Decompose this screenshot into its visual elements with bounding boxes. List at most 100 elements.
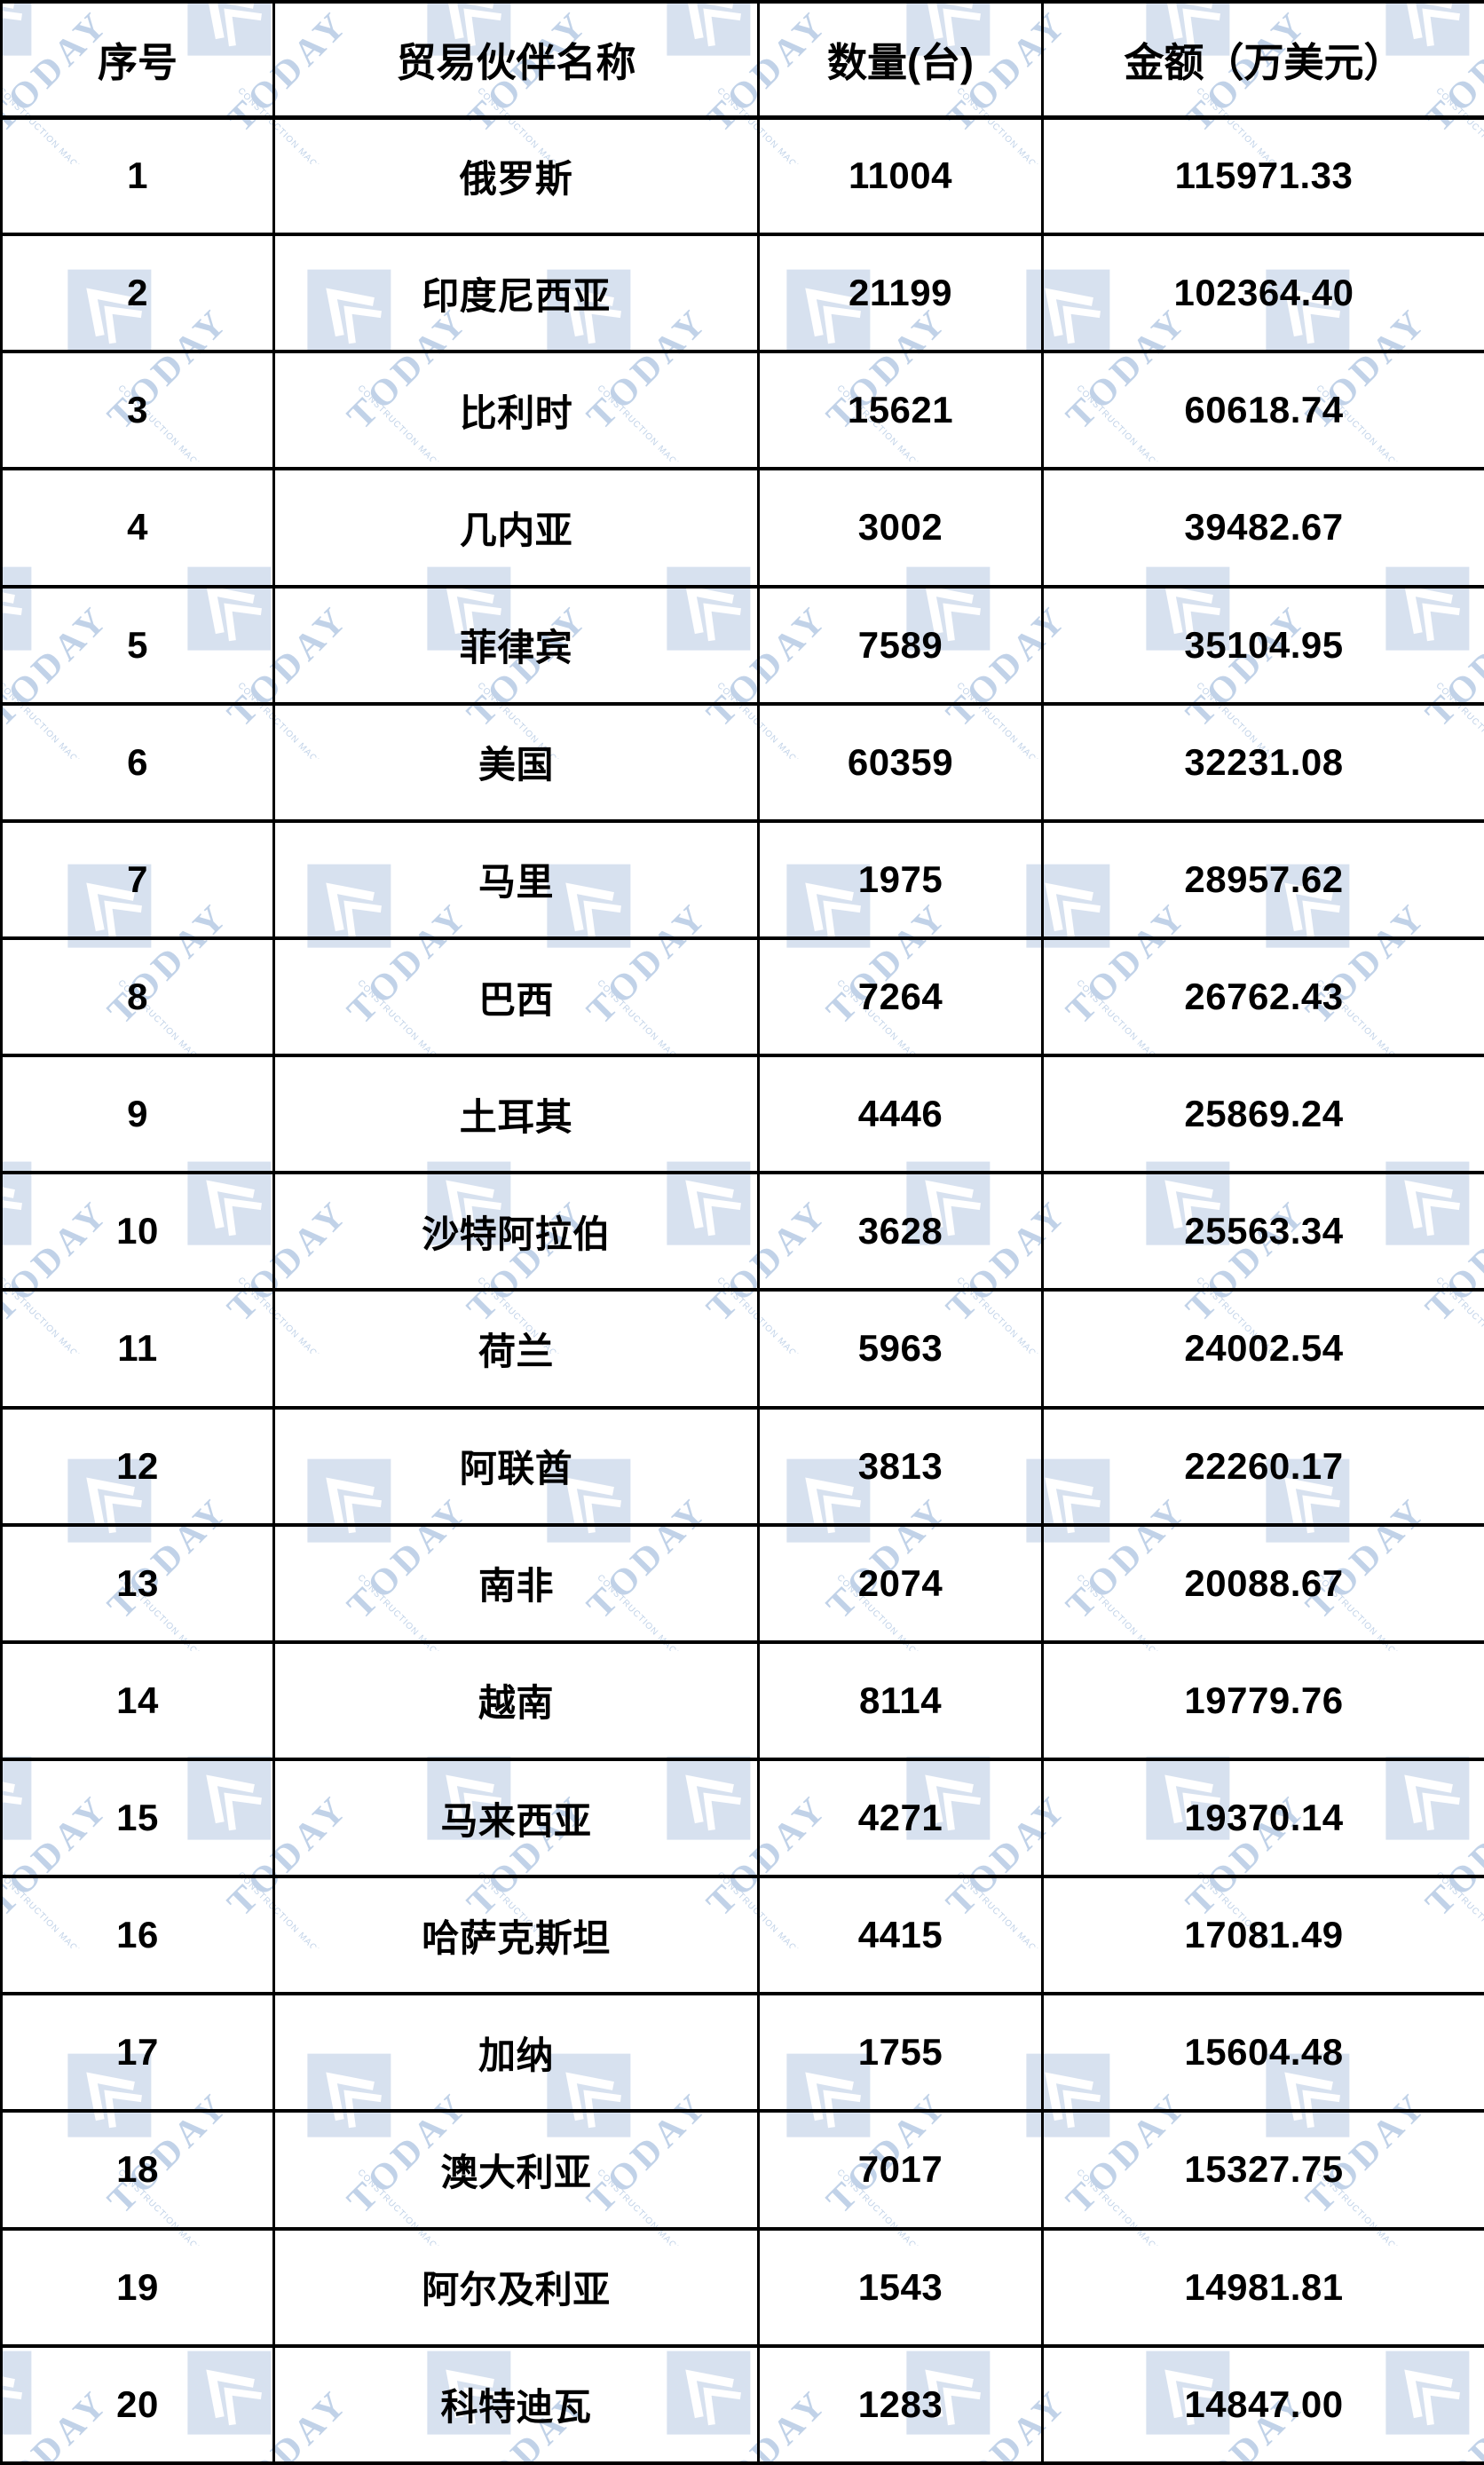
amount-cell: 25869.24 xyxy=(1041,1054,1484,1175)
row-index-cell: 1 xyxy=(0,115,275,237)
quantity-cell: 1975 xyxy=(757,818,1044,940)
amount-cell: 26762.43 xyxy=(1041,936,1484,1058)
table-row: 13 南非 2074 20088.67 xyxy=(0,1522,1484,1644)
column-header-quantity: 数量(台) xyxy=(757,0,1044,120)
quantity-cell: 21199 xyxy=(757,233,1044,354)
quantity-cell: 2074 xyxy=(757,1522,1044,1644)
partner-name-cell: 越南 xyxy=(272,1639,760,1761)
row-index-cell: 11 xyxy=(0,1288,275,1410)
amount-cell: 35104.95 xyxy=(1041,584,1484,706)
table-row: 10 沙特阿拉伯 3628 25563.34 xyxy=(0,1171,1484,1292)
quantity-cell: 7589 xyxy=(757,584,1044,706)
partner-name-cell: 阿尔及利亚 xyxy=(272,2226,760,2348)
table-row: 8 巴西 7264 26762.43 xyxy=(0,936,1484,1058)
row-index-cell: 17 xyxy=(0,1992,275,2113)
amount-cell: 14847.00 xyxy=(1041,2343,1484,2465)
partner-name-cell: 俄罗斯 xyxy=(272,115,760,237)
table-row: 14 越南 8114 19779.76 xyxy=(0,1639,1484,1761)
amount-cell: 102364.40 xyxy=(1041,233,1484,354)
quantity-cell: 60359 xyxy=(757,701,1044,823)
partner-name-cell: 美国 xyxy=(272,701,760,823)
quantity-cell: 4271 xyxy=(757,1757,1044,1879)
table-row: 6 美国 60359 32231.08 xyxy=(0,701,1484,823)
partner-name-cell: 荷兰 xyxy=(272,1288,760,1410)
partner-name-cell: 菲律宾 xyxy=(272,584,760,706)
row-index-cell: 20 xyxy=(0,2343,275,2465)
row-index-cell: 13 xyxy=(0,1522,275,1644)
row-index-cell: 7 xyxy=(0,818,275,940)
column-header-amount: 金额（万美元） xyxy=(1041,0,1484,120)
quantity-cell: 11004 xyxy=(757,115,1044,237)
table-row: 9 土耳其 4446 25869.24 xyxy=(0,1054,1484,1175)
row-index-cell: 5 xyxy=(0,584,275,706)
amount-cell: 15604.48 xyxy=(1041,1992,1484,2113)
partner-name-cell: 土耳其 xyxy=(272,1054,760,1175)
row-index-cell: 19 xyxy=(0,2226,275,2348)
quantity-cell: 3002 xyxy=(757,467,1044,589)
quantity-cell: 7017 xyxy=(757,2109,1044,2231)
amount-cell: 32231.08 xyxy=(1041,701,1484,823)
amount-cell: 60618.74 xyxy=(1041,350,1484,471)
row-index-cell: 8 xyxy=(0,936,275,1058)
quantity-cell: 7264 xyxy=(757,936,1044,1058)
partner-name-cell: 印度尼西亚 xyxy=(272,233,760,354)
partner-name-cell: 澳大利亚 xyxy=(272,2109,760,2231)
amount-cell: 19370.14 xyxy=(1041,1757,1484,1879)
quantity-cell: 4446 xyxy=(757,1054,1044,1175)
table-body: 1 俄罗斯 11004 115971.33 2 印度尼西亚 21199 102364.40 3 比… xyxy=(0,115,1484,2465)
amount-cell: 24002.54 xyxy=(1041,1288,1484,1410)
table-row: 7 马里 1975 28957.62 xyxy=(0,818,1484,940)
table-row: 15 马来西亚 4271 19370.14 xyxy=(0,1757,1484,1879)
amount-cell: 19779.76 xyxy=(1041,1639,1484,1761)
table-row: 11 荷兰 5963 24002.54 xyxy=(0,1288,1484,1410)
row-index-cell: 18 xyxy=(0,2109,275,2231)
table-header-row: 序号 贸易伙伴名称 数量(台) 金额（万美元） xyxy=(0,0,1484,120)
row-index-cell: 3 xyxy=(0,350,275,471)
row-index-cell: 4 xyxy=(0,467,275,589)
row-index-cell: 12 xyxy=(0,1405,275,1527)
amount-cell: 115971.33 xyxy=(1041,115,1484,237)
table-row: 3 比利时 15621 60618.74 xyxy=(0,350,1484,471)
amount-cell: 28957.62 xyxy=(1041,818,1484,940)
table-row: 19 阿尔及利亚 1543 14981.81 xyxy=(0,2226,1484,2348)
quantity-cell: 3628 xyxy=(757,1171,1044,1292)
quantity-cell: 3813 xyxy=(757,1405,1044,1527)
quantity-cell: 1283 xyxy=(757,2343,1044,2465)
partner-name-cell: 巴西 xyxy=(272,936,760,1058)
partner-name-cell: 沙特阿拉伯 xyxy=(272,1171,760,1292)
partner-name-cell: 马里 xyxy=(272,818,760,940)
quantity-cell: 5963 xyxy=(757,1288,1044,1410)
quantity-cell: 1543 xyxy=(757,2226,1044,2348)
table-row: 4 几内亚 3002 39482.67 xyxy=(0,467,1484,589)
column-header-partner: 贸易伙伴名称 xyxy=(272,0,760,120)
amount-cell: 39482.67 xyxy=(1041,467,1484,589)
table-row: 12 阿联酋 3813 22260.17 xyxy=(0,1405,1484,1527)
quantity-cell: 8114 xyxy=(757,1639,1044,1761)
row-index-cell: 6 xyxy=(0,701,275,823)
row-index-cell: 14 xyxy=(0,1639,275,1761)
row-index-cell: 9 xyxy=(0,1054,275,1175)
partner-name-cell: 加纳 xyxy=(272,1992,760,2113)
quantity-cell: 4415 xyxy=(757,1875,1044,1996)
table-row: 2 印度尼西亚 21199 102364.40 xyxy=(0,233,1484,354)
table-row: 18 澳大利亚 7017 15327.75 xyxy=(0,2109,1484,2231)
row-index-cell: 16 xyxy=(0,1875,275,1996)
partner-name-cell: 南非 xyxy=(272,1522,760,1644)
partner-name-cell: 比利时 xyxy=(272,350,760,471)
quantity-cell: 1755 xyxy=(757,1992,1044,2113)
partner-name-cell: 几内亚 xyxy=(272,467,760,589)
partner-name-cell: 马来西亚 xyxy=(272,1757,760,1879)
partner-name-cell: 哈萨克斯坦 xyxy=(272,1875,760,1996)
partner-name-cell: 科特迪瓦 xyxy=(272,2343,760,2465)
row-index-cell: 2 xyxy=(0,233,275,354)
row-index-cell: 10 xyxy=(0,1171,275,1292)
quantity-cell: 15621 xyxy=(757,350,1044,471)
amount-cell: 20088.67 xyxy=(1041,1522,1484,1644)
table-row: 20 科特迪瓦 1283 14847.00 xyxy=(0,2343,1484,2465)
table-row: 1 俄罗斯 11004 115971.33 xyxy=(0,115,1484,237)
table-row: 5 菲律宾 7589 35104.95 xyxy=(0,584,1484,706)
amount-cell: 22260.17 xyxy=(1041,1405,1484,1527)
amount-cell: 25563.34 xyxy=(1041,1171,1484,1292)
row-index-cell: 15 xyxy=(0,1757,275,1879)
